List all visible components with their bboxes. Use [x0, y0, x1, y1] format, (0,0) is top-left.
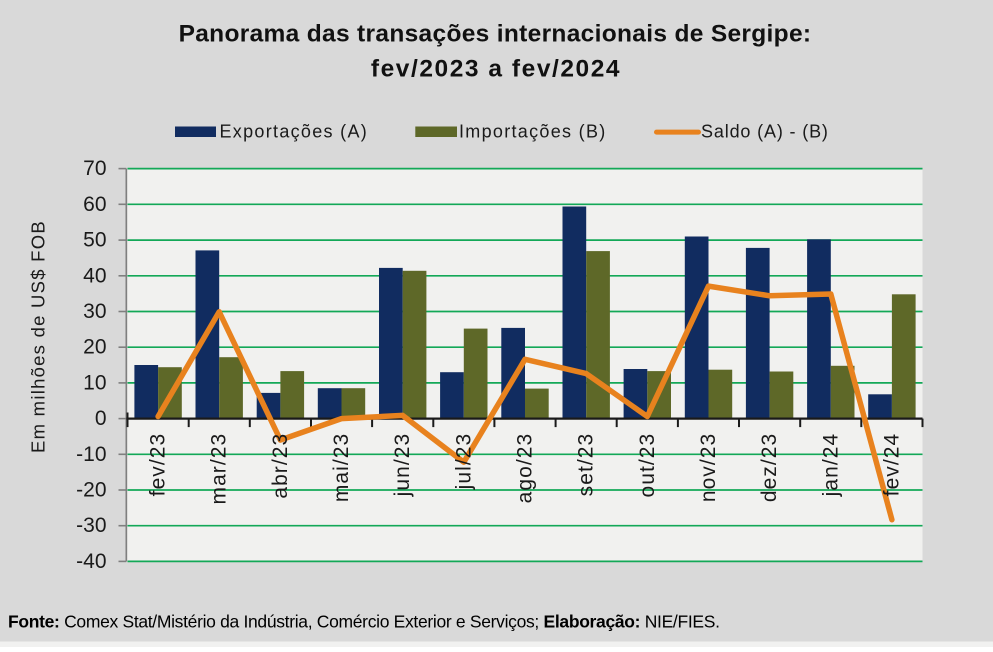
svg-text:fev/24: fev/24 [880, 433, 903, 497]
svg-text:jan/24: jan/24 [819, 433, 842, 498]
svg-text:Exportações (A): Exportações (A) [220, 122, 369, 142]
svg-text:30: 30 [83, 300, 106, 323]
svg-text:set/23: set/23 [575, 433, 598, 497]
svg-text:ago/23: ago/23 [514, 433, 537, 504]
svg-text:40: 40 [83, 264, 106, 287]
svg-text:abr/23: abr/23 [269, 433, 292, 499]
svg-text:-40: -40 [76, 550, 106, 573]
svg-text:jul/23: jul/23 [452, 433, 475, 491]
svg-text:10: 10 [83, 371, 106, 394]
svg-text:70: 70 [83, 157, 106, 180]
svg-text:dez/23: dez/23 [758, 433, 781, 502]
svg-text:60: 60 [83, 193, 106, 216]
svg-text:mai/23: mai/23 [330, 433, 353, 502]
svg-text:fev/2023 a fev/2024: fev/2023 a fev/2024 [371, 56, 621, 83]
svg-text:50: 50 [83, 229, 106, 252]
svg-text:20: 20 [83, 336, 106, 359]
svg-text:Saldo (A) - (B): Saldo (A) - (B) [701, 122, 829, 142]
svg-text:out/23: out/23 [636, 433, 659, 498]
svg-text:mar/23: mar/23 [208, 433, 231, 505]
svg-text:jun/23: jun/23 [391, 433, 414, 498]
svg-text:-30: -30 [76, 514, 106, 537]
svg-text:-10: -10 [76, 443, 106, 466]
svg-text:Fonte: Comex Stat/Mistério da: Fonte: Comex Stat/Mistério da Indústria,… [8, 612, 720, 632]
svg-text:-20: -20 [76, 479, 106, 502]
svg-text:nov/23: nov/23 [697, 433, 720, 502]
svg-text:Em milhões de US$ FOB: Em milhões de US$ FOB [28, 220, 49, 453]
svg-text:Panorama das transações inter: Panorama das transações internacionais d… [179, 21, 812, 48]
svg-text:0: 0 [95, 407, 107, 430]
svg-text:fev/23: fev/23 [147, 433, 170, 497]
svg-text:Importações (B): Importações (B) [459, 122, 607, 142]
